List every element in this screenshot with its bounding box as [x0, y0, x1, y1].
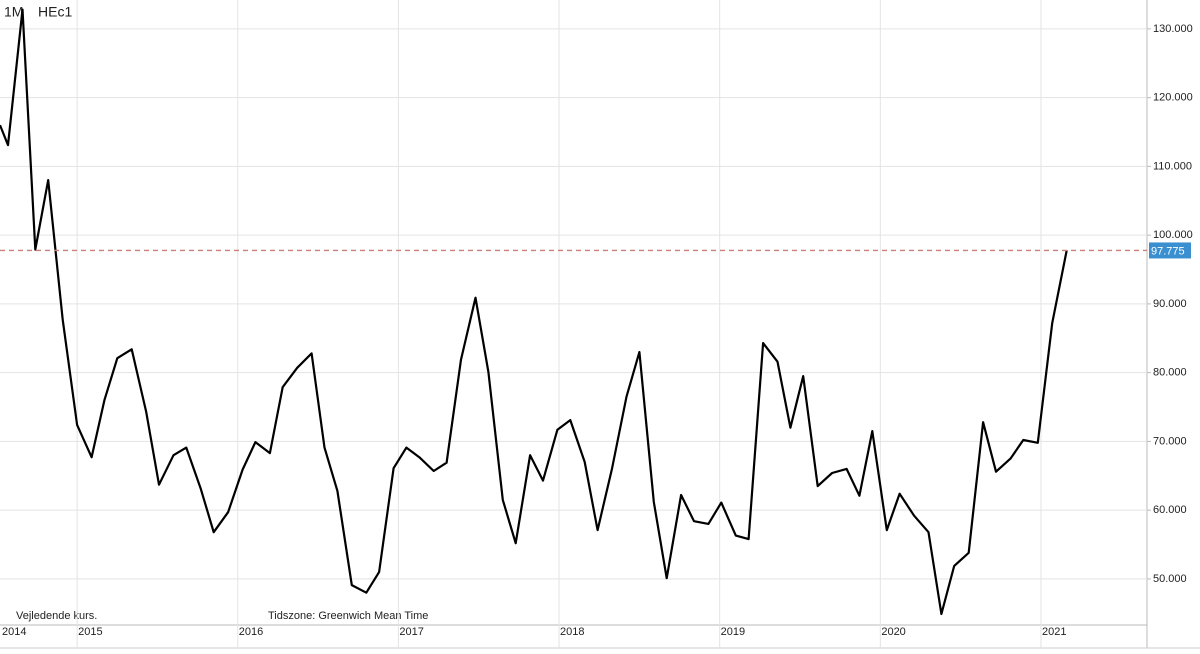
x-tick-label: 2020 — [881, 626, 905, 638]
x-start-label: 2014 — [2, 626, 26, 638]
price-line — [0, 8, 1068, 616]
x-tick-label: 2021 — [1042, 626, 1066, 638]
grid — [0, 0, 1147, 648]
x-tick-label: 2015 — [78, 626, 102, 638]
symbol-label: HEc1 — [38, 4, 72, 20]
x-tick-label: 2016 — [239, 626, 263, 638]
y-tick-label: 130.000 — [1153, 23, 1193, 35]
y-tick-label: 60.000 — [1153, 504, 1187, 516]
y-tick-label: 70.000 — [1153, 435, 1187, 447]
last-price-label: 97.775 — [1151, 245, 1185, 257]
x-tick-label: 2017 — [399, 626, 423, 638]
interval-label: 1M — [4, 4, 23, 20]
y-tick-label: 120.000 — [1153, 92, 1193, 104]
y-tick-label: 100.000 — [1153, 229, 1193, 241]
x-tick-label: 2019 — [721, 626, 745, 638]
footnote: Vejledende kurs. — [16, 610, 97, 622]
last-price-box — [1149, 242, 1191, 259]
y-tick-label: 80.000 — [1153, 367, 1187, 379]
y-tick-label: 50.000 — [1153, 573, 1187, 585]
timezone: Tidszone: Greenwich Mean Time — [268, 610, 428, 622]
x-tick-label: 2018 — [560, 626, 584, 638]
y-tick-label: 90.000 — [1153, 298, 1187, 310]
y-tick-label: 110.000 — [1153, 160, 1192, 172]
